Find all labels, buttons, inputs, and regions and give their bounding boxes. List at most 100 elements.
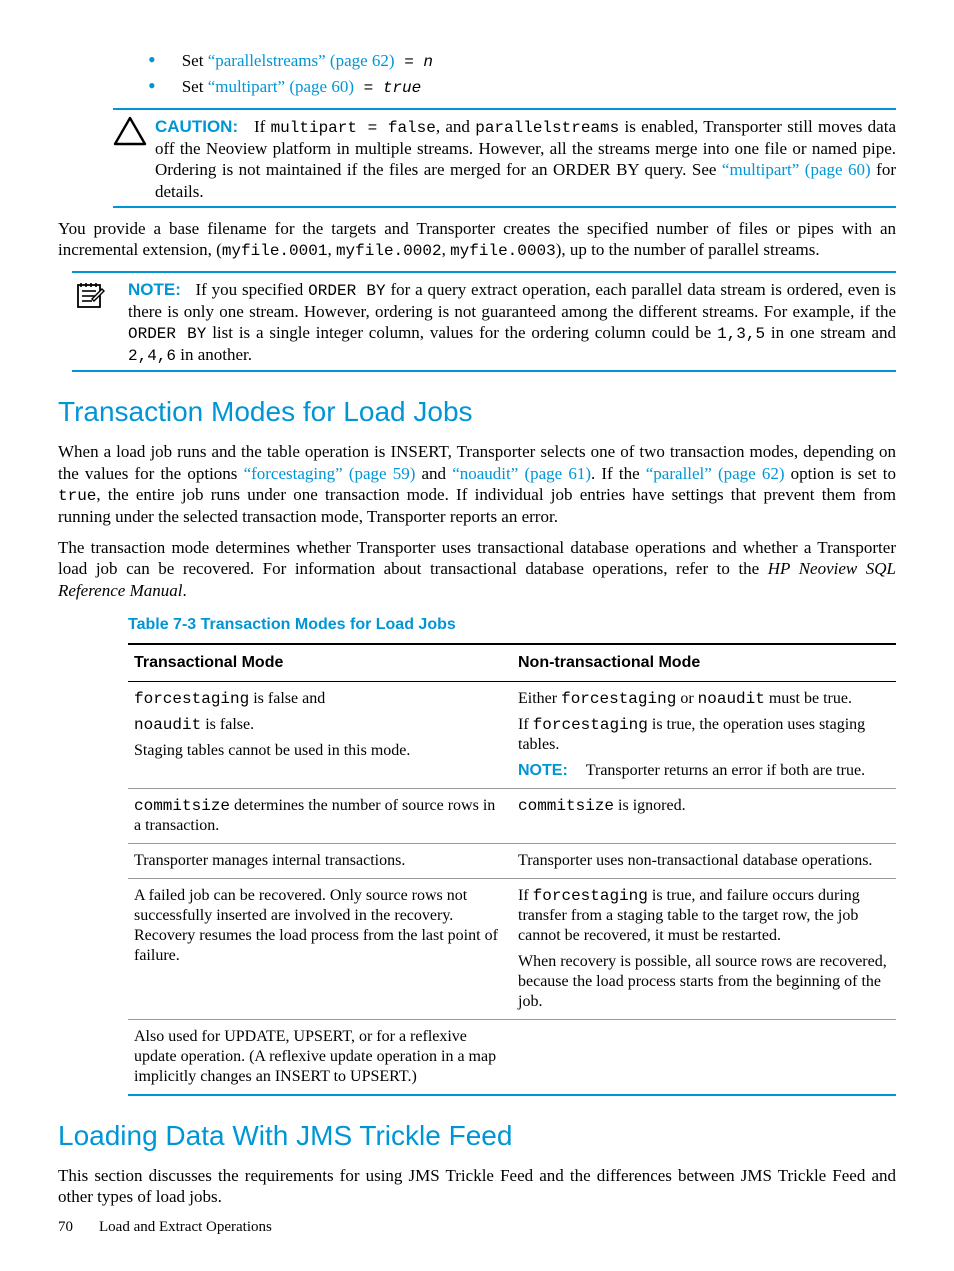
- bullet-item: • Set “parallelstreams” (page 62) = n: [148, 50, 896, 72]
- text: Set: [182, 51, 208, 70]
- bullet-dot-icon: •: [148, 51, 156, 69]
- code: forcestaging: [533, 887, 648, 905]
- caution-label: CAUTION:: [155, 117, 238, 136]
- text: . If the: [591, 464, 646, 483]
- code: commitsize: [134, 797, 230, 815]
- text: list is a single integer column, values …: [206, 323, 717, 342]
- note-label: NOTE:: [518, 762, 568, 779]
- rule: [113, 108, 896, 110]
- text: and: [415, 464, 452, 483]
- code-value: true: [383, 79, 421, 97]
- code: multipart = false: [271, 119, 436, 137]
- text: option is set to: [785, 464, 896, 483]
- code: myfile.0001: [222, 242, 328, 260]
- code-value: n: [423, 53, 433, 71]
- multipart-link-2[interactable]: “multipart” (page 60): [722, 160, 871, 179]
- cell: Either forcestaging or noaudit must be t…: [512, 681, 896, 788]
- cell: commitsize is ignored.: [512, 788, 896, 843]
- text: If you specified: [195, 280, 308, 299]
- parallelstreams-link[interactable]: “parallelstreams” (page 62): [208, 51, 395, 70]
- forcestaging-link[interactable]: “forcestaging” (page 59): [244, 464, 416, 483]
- code: ORDER BY: [308, 282, 385, 300]
- cell: A failed job can be recovered. Only sour…: [128, 878, 512, 1019]
- paragraph: The transaction mode determines whether …: [58, 537, 896, 601]
- text: or: [676, 690, 697, 707]
- text: If: [254, 117, 271, 136]
- paragraph: When a load job runs and the table opera…: [58, 441, 896, 527]
- text: is false.: [201, 716, 254, 733]
- page-footer: 70 Load and Extract Operations: [58, 1218, 272, 1237]
- rule: [113, 206, 896, 208]
- code: commitsize: [518, 797, 614, 815]
- code: noaudit: [698, 690, 765, 708]
- text: ,: [327, 240, 336, 259]
- caution-icon: [113, 116, 155, 202]
- table-row: commitsize determines the number of sour…: [128, 788, 896, 843]
- bullet-text: Set “parallelstreams” (page 62) = n: [182, 50, 433, 72]
- text: If: [518, 887, 533, 904]
- text: Either: [518, 690, 561, 707]
- col-transactional: Transactional Mode: [128, 644, 512, 682]
- code: noaudit: [134, 716, 201, 734]
- paragraph: This section discusses the requirements …: [58, 1165, 896, 1208]
- multipart-link[interactable]: “multipart” (page 60): [208, 77, 354, 96]
- text: , the entire job runs under one transact…: [58, 485, 896, 526]
- table-caption: Table 7-3 Transaction Modes for Load Job…: [128, 615, 896, 635]
- paragraph: You provide a base filename for the targ…: [58, 218, 896, 261]
- text: is ignored.: [614, 797, 686, 814]
- text: Transporter returns an error if both are…: [586, 762, 865, 779]
- cell: [512, 1019, 896, 1095]
- table-row: forcestaging is false and noaudit is fal…: [128, 681, 896, 788]
- text: ,: [442, 240, 451, 259]
- table-row: A failed job can be recovered. Only sour…: [128, 878, 896, 1019]
- code: parallelstreams: [475, 119, 619, 137]
- cell: Transporter uses non-transactional datab…: [512, 843, 896, 878]
- table-row: Transporter manages internal transaction…: [128, 843, 896, 878]
- text: =: [354, 79, 383, 97]
- text: If: [518, 716, 533, 733]
- col-non-transactional: Non-transactional Mode: [512, 644, 896, 682]
- table-row: Also used for UPDATE, UPSERT, or for a r…: [128, 1019, 896, 1095]
- code: forcestaging: [134, 690, 249, 708]
- table-header-row: Transactional Mode Non-transactional Mod…: [128, 644, 896, 682]
- caution-body: CAUTION: If multipart = false, and paral…: [155, 116, 896, 202]
- text: in another.: [176, 345, 252, 364]
- text: Staging tables cannot be used in this mo…: [134, 741, 506, 761]
- cell: commitsize determines the number of sour…: [128, 788, 512, 843]
- code: myfile.0002: [336, 242, 442, 260]
- cell: Also used for UPDATE, UPSERT, or for a r…: [128, 1019, 512, 1095]
- note-label: NOTE:: [128, 280, 181, 299]
- page-number: 70: [58, 1219, 73, 1235]
- note-callout: NOTE: If you specified ORDER BY for a qu…: [72, 279, 896, 366]
- bullet-list: • Set “parallelstreams” (page 62) = n • …: [58, 50, 896, 98]
- text: , and: [436, 117, 475, 136]
- code: 2,4,6: [128, 347, 176, 365]
- parallel-link[interactable]: “parallel” (page 62): [646, 464, 785, 483]
- text: must be true.: [765, 690, 852, 707]
- rule: [72, 271, 896, 273]
- transaction-modes-table: Transactional Mode Non-transactional Mod…: [128, 643, 896, 1096]
- code: forcestaging: [533, 716, 648, 734]
- page-content: • Set “parallelstreams” (page 62) = n • …: [58, 50, 896, 1217]
- chapter-name: Load and Extract Operations: [99, 1219, 272, 1235]
- text: ), up to the number of parallel streams.: [556, 240, 820, 259]
- code: myfile.0003: [450, 242, 556, 260]
- code: 1,3,5: [717, 325, 765, 343]
- cell: forcestaging is false and noaudit is fal…: [128, 681, 512, 788]
- heading-transaction-modes: Transaction Modes for Load Jobs: [58, 394, 896, 429]
- note-icon: [72, 279, 128, 366]
- text: =: [395, 53, 424, 71]
- noaudit-link[interactable]: “noaudit” (page 61): [452, 464, 591, 483]
- cell: If forcestaging is true, and failure occ…: [512, 878, 896, 1019]
- code: forcestaging: [561, 690, 676, 708]
- text: Set: [182, 77, 208, 96]
- note-body: NOTE: If you specified ORDER BY for a qu…: [128, 279, 896, 366]
- text: in one stream and: [765, 323, 896, 342]
- bullet-text: Set “multipart” (page 60) = true: [182, 76, 422, 98]
- text: When recovery is possible, all source ro…: [518, 952, 890, 1012]
- code: ORDER BY: [128, 325, 206, 343]
- bullet-dot-icon: •: [148, 77, 156, 95]
- rule: [72, 370, 896, 372]
- cell: Transporter manages internal transaction…: [128, 843, 512, 878]
- text: is false and: [249, 690, 325, 707]
